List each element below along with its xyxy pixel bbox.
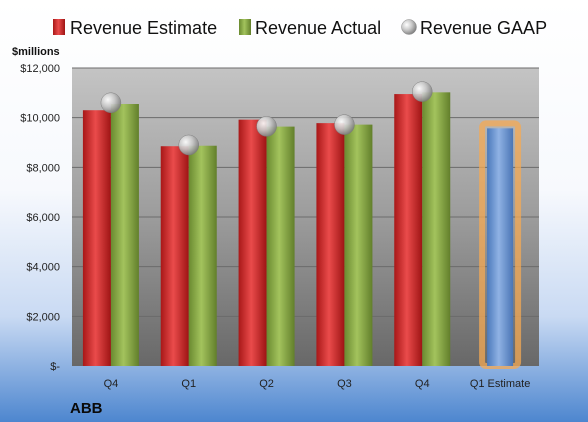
revenue-estimate-bar bbox=[394, 94, 423, 366]
revenue-gaap-marker bbox=[100, 92, 122, 114]
revenue-estimate-projection-bar bbox=[487, 128, 514, 366]
y-tick-label: $8,000 bbox=[26, 162, 60, 174]
revenue-gaap-marker bbox=[412, 81, 433, 102]
x-tick-label: Q4 bbox=[415, 378, 430, 390]
revenue-gaap-marker bbox=[178, 134, 199, 156]
x-tick-label: Q4 bbox=[104, 378, 119, 390]
legend-label-revenue-gaap: Revenue GAAP bbox=[420, 18, 547, 38]
legend: Revenue Estimate Revenue Actual Revenue … bbox=[53, 18, 547, 38]
revenue-estimate-bar bbox=[238, 119, 267, 366]
legend-item-revenue-gaap: Revenue GAAP bbox=[401, 18, 547, 38]
revenue-actual-bar bbox=[188, 145, 217, 366]
y-tick-label: $6,000 bbox=[26, 212, 60, 224]
revenue-actual-bar bbox=[266, 126, 295, 367]
gridlines bbox=[72, 67, 539, 317]
y-tick-label: $10,000 bbox=[20, 113, 60, 125]
y-tick-label: $2,000 bbox=[26, 311, 60, 323]
y-axis-unit-label: $millions bbox=[12, 46, 60, 58]
revenue-estimate-bar bbox=[160, 146, 189, 366]
legend-swatch-sphere bbox=[401, 19, 417, 35]
revenue-actual-bar bbox=[344, 124, 373, 367]
bars bbox=[82, 81, 522, 369]
legend-swatch-green bbox=[239, 19, 251, 35]
y-tick-label: $- bbox=[50, 361, 60, 373]
legend-label-revenue-estimate: Revenue Estimate bbox=[70, 18, 217, 38]
x-tick-label: Q1 Estimate bbox=[470, 378, 531, 390]
company-label: ABB bbox=[70, 400, 103, 417]
x-tick-label: Q3 bbox=[337, 378, 352, 390]
revenue-gaap-marker bbox=[334, 114, 355, 135]
revenue-estimate-bar bbox=[316, 123, 345, 366]
y-axis: $- $2,000 $4,000 $6,000 $8,000 $10,000 $12,000 bbox=[20, 63, 60, 373]
legend-item-revenue-actual: Revenue Actual bbox=[239, 18, 381, 38]
revenue-actual-bar bbox=[110, 104, 139, 366]
x-tick-label: Q1 bbox=[181, 378, 196, 390]
legend-swatch-red bbox=[53, 19, 65, 35]
legend-item-revenue-estimate: Revenue Estimate bbox=[53, 18, 217, 38]
revenue-estimate-bar bbox=[82, 110, 111, 366]
x-tick-label: Q2 bbox=[259, 378, 274, 390]
revenue-gaap-marker bbox=[256, 116, 277, 137]
x-axis: Q4 Q1 Q2 Q3 Q4 Q1 Estimate bbox=[104, 378, 531, 390]
legend-label-revenue-actual: Revenue Actual bbox=[255, 18, 381, 38]
y-tick-label: $4,000 bbox=[26, 262, 60, 274]
revenue-actual-bar bbox=[422, 92, 451, 366]
y-tick-label: $12,000 bbox=[20, 63, 60, 75]
